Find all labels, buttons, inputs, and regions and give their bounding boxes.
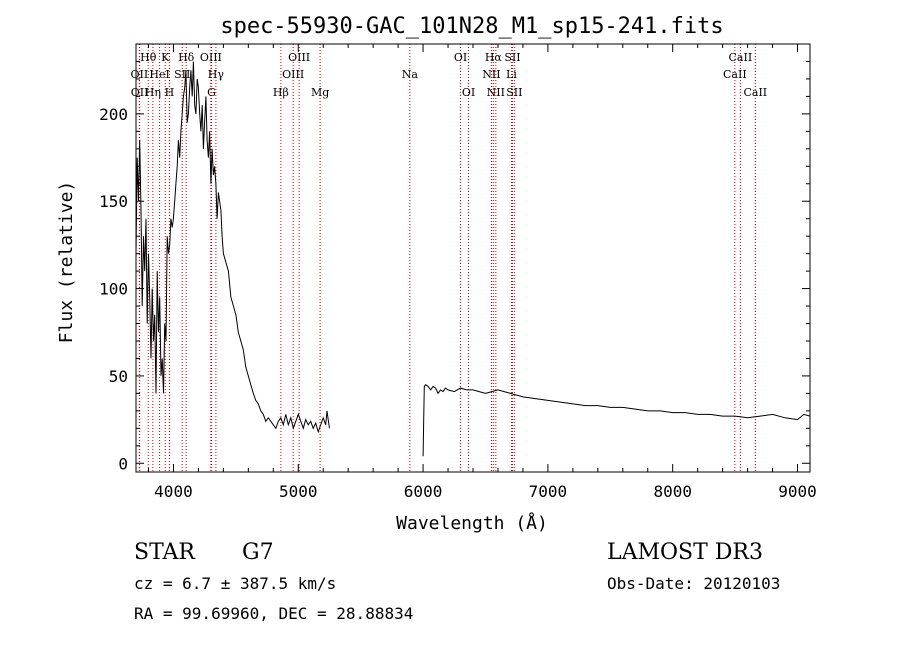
line-label-17: OI <box>454 51 467 64</box>
y-tick-label-4: 200 <box>99 105 128 124</box>
object-subclass: G7 <box>242 540 274 565</box>
line-label-20: Hα <box>485 51 503 64</box>
y-tick-label-2: 100 <box>99 280 128 299</box>
spectral-line-labels: OII OII Hθ Hη HeI K H SII Hδ OIII G Hγ Hβ OIII OIII Mg N… <box>131 51 768 99</box>
line-label-27: CaII <box>743 86 767 99</box>
x-tick-label-0: 4000 <box>154 482 193 501</box>
y-tick-label-3: 150 <box>99 192 128 211</box>
flux-series <box>135 61 811 457</box>
y-axis-label: Flux (relative) <box>56 181 77 344</box>
line-label-16: Na <box>402 68 419 81</box>
line-label-9: OIII <box>200 51 222 64</box>
series-0-segment-1 <box>422 384 811 457</box>
line-label-0: OII <box>131 68 149 81</box>
spectral-line-markers <box>138 44 756 472</box>
line-label-13: OIII <box>282 68 304 81</box>
x-tick-label-3: 7000 <box>529 482 568 501</box>
x-tick-label-4: 8000 <box>653 482 692 501</box>
plot-frame <box>135 43 811 473</box>
coordinates: RA = 99.69960, DEC = 28.88834 <box>134 604 414 623</box>
line-label-19: NII <box>482 68 500 81</box>
object-class: STAR <box>134 540 195 565</box>
y-tick-label-0: 0 <box>118 454 128 473</box>
line-label-4: HeI <box>149 68 169 81</box>
line-label-26: CaII <box>729 51 753 64</box>
line-label-1: OII <box>131 86 149 99</box>
survey-name: LAMOST DR3 <box>607 540 763 565</box>
line-label-14: OIII <box>288 51 310 64</box>
line-label-11: Hγ <box>208 68 225 81</box>
line-label-22: SII <box>504 51 520 64</box>
line-label-2: Hθ <box>140 51 157 64</box>
x-axis-ticks: 4000 5000 6000 7000 8000 9000 <box>147 44 817 501</box>
line-label-18: OI <box>462 86 475 99</box>
series-0-segment-0 <box>135 61 330 434</box>
x-axis-label: Wavelength (Å) <box>396 512 548 534</box>
redshift-cz: cz = 6.7 ± 387.5 km/s <box>134 574 337 593</box>
line-label-15: Mg <box>311 86 329 99</box>
line-label-24: SII <box>506 86 522 99</box>
line-label-25: CaII <box>723 68 747 81</box>
x-tick-label-1: 5000 <box>279 482 318 501</box>
obs-date: Obs-Date: 20120103 <box>607 574 781 593</box>
line-label-10: G <box>207 86 216 99</box>
line-label-3: Hη <box>145 86 161 99</box>
line-label-21: NII <box>487 86 505 99</box>
line-label-23: Li <box>506 68 517 81</box>
x-tick-label-2: 6000 <box>404 482 443 501</box>
line-label-8: Hδ <box>178 51 195 64</box>
line-label-5: K <box>161 51 170 64</box>
chart-title: spec-55930-GAC_101N28_M1_sp15-241.fits <box>220 14 723 39</box>
y-tick-label-1: 50 <box>109 367 128 386</box>
y-axis-ticks: 0 50 100 150 200 <box>99 60 810 473</box>
line-label-7: SII <box>174 68 190 81</box>
line-label-12: Hβ <box>273 86 289 99</box>
line-label-6: H <box>165 86 175 99</box>
x-tick-label-5: 9000 <box>778 482 817 501</box>
